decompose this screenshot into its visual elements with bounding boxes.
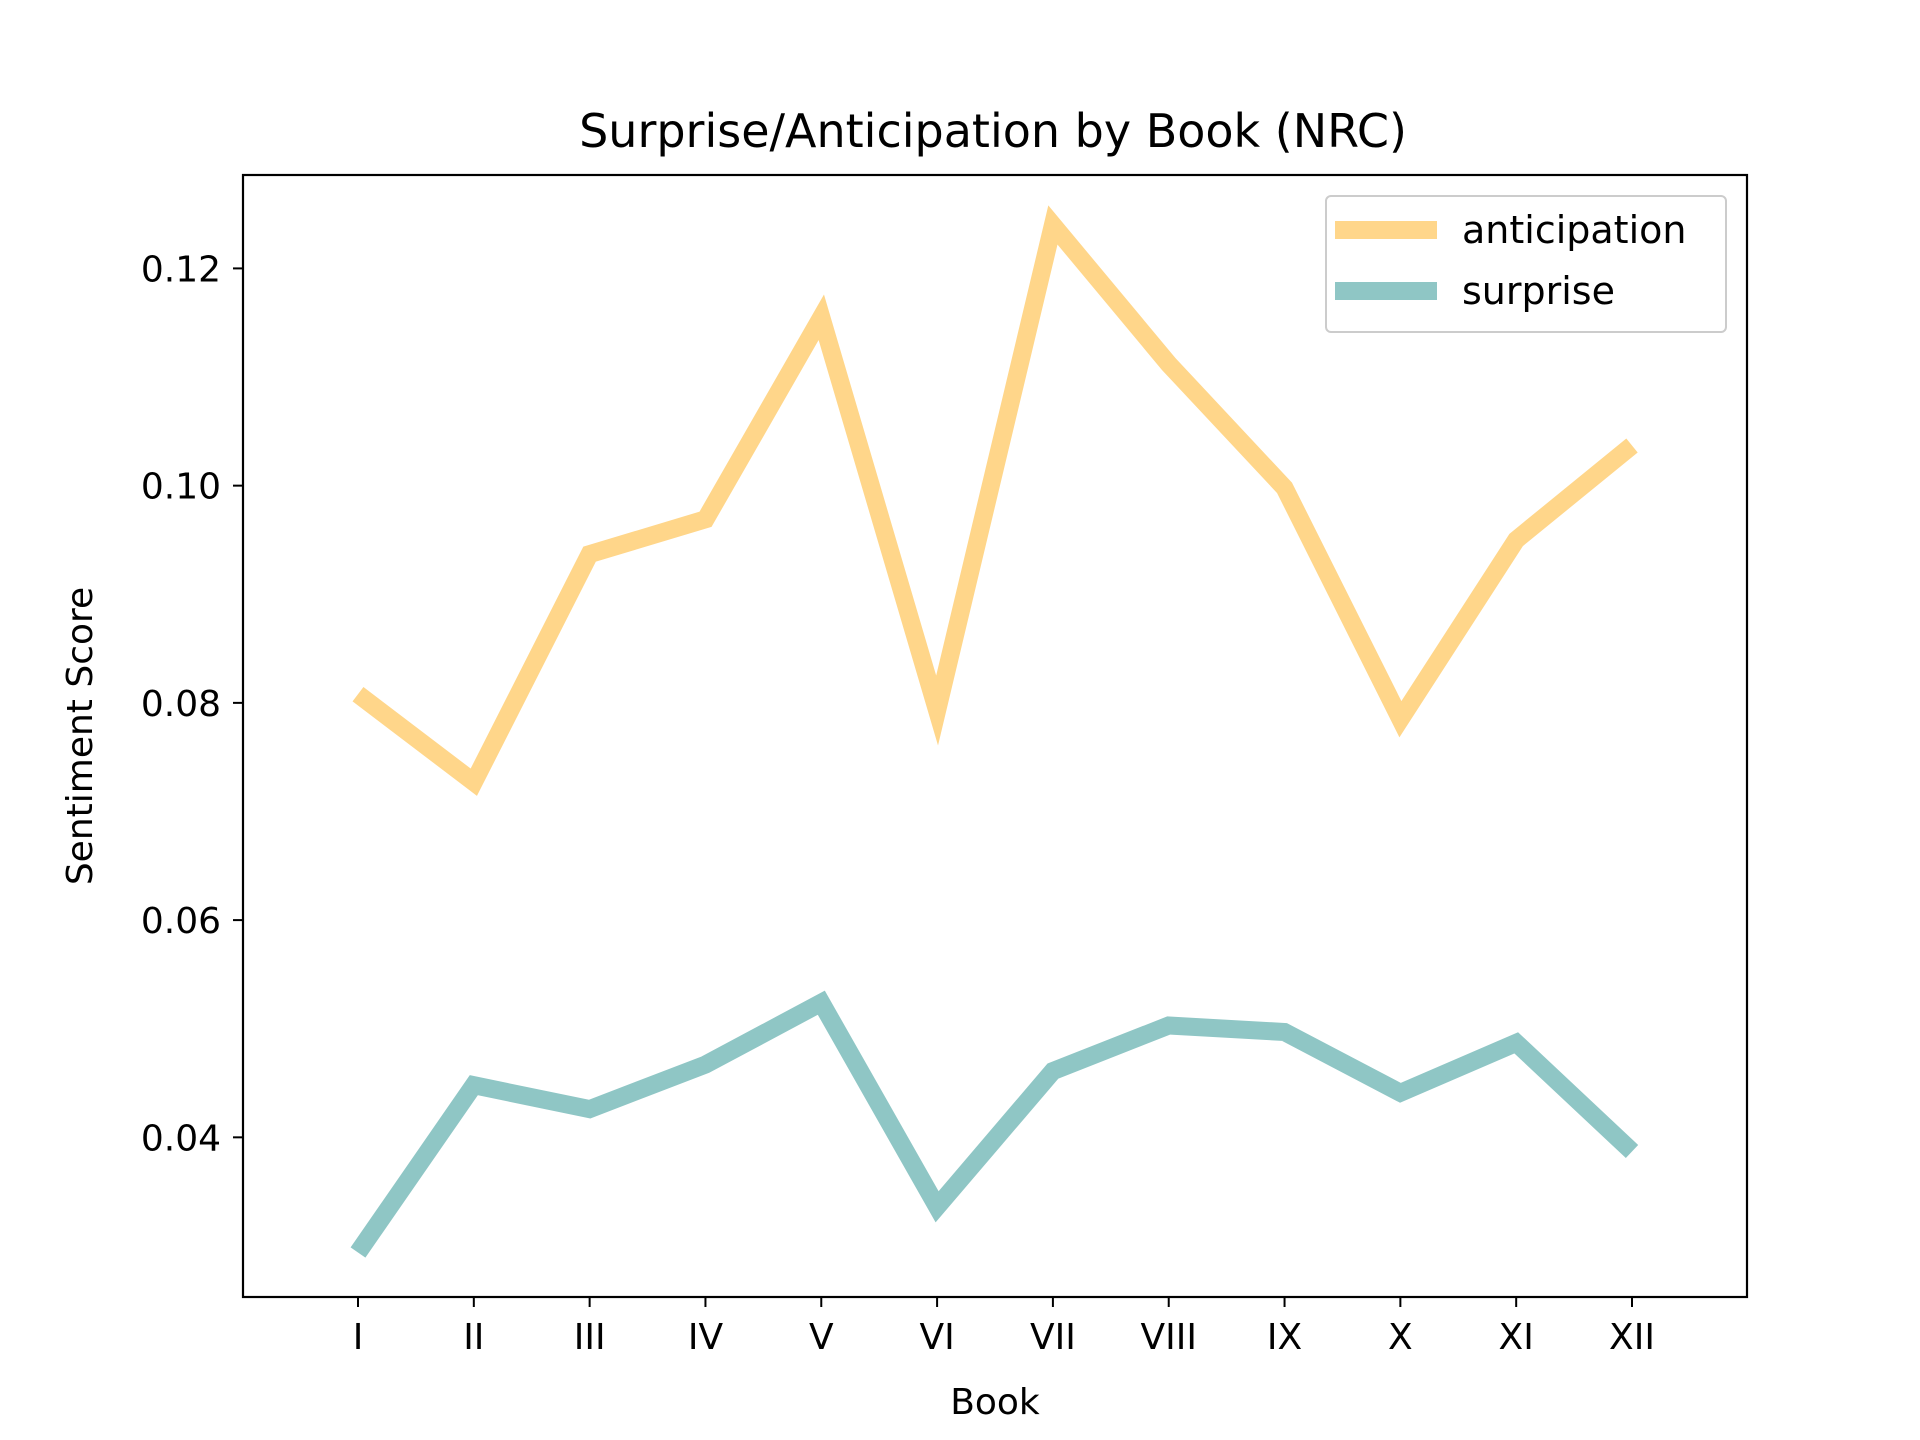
y-axis-label: Sentiment Score [60,587,101,885]
x-tick-label: III [574,1317,606,1358]
series-line-surprise [350,990,1639,1258]
y-tick-label: 0.12 [141,249,221,290]
x-tick-label: IX [1267,1317,1302,1358]
series-line-anticipation [352,205,1638,796]
y-tick-label: 0.04 [141,1118,221,1159]
plot-lines [350,205,1639,1258]
legend: anticipation surprise [1325,195,1727,333]
x-tick-label: VI [919,1317,954,1358]
x-axis-label: Book [950,1382,1040,1423]
legend-label-anticipation: anticipation [1462,208,1686,252]
x-tick-label: II [463,1317,484,1358]
y-axis-ticks: 0.04 0.06 0.08 0.10 0.12 [141,249,243,1159]
x-tick-label: X [1388,1317,1413,1358]
x-tick-label: I [353,1317,364,1358]
y-tick-label: 0.08 [141,684,221,725]
x-axis-ticks: I II III IV V VI VII VIII IX X XI XII [353,1297,1655,1358]
y-tick-label: 0.06 [141,901,221,942]
chart-title: Surprise/Anticipation by Book (NRC) [579,104,1407,158]
x-tick-label: XI [1499,1317,1534,1358]
x-tick-label: IV [688,1317,724,1358]
x-tick-label: V [809,1317,834,1358]
x-tick-label: VII [1030,1317,1076,1358]
y-tick-label: 0.10 [141,467,221,508]
plot-frame [241,173,1749,1299]
x-tick-label: VIII [1140,1317,1196,1358]
x-tick-label: XII [1609,1317,1655,1358]
legend-label-surprise: surprise [1462,269,1615,313]
